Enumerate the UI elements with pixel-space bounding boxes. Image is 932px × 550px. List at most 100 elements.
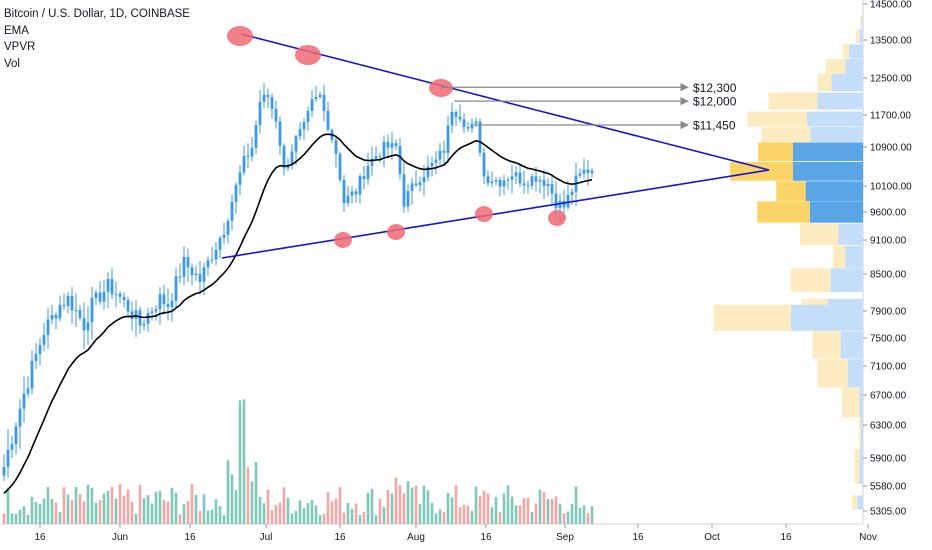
- price-tick-label: 9600.00: [870, 208, 907, 219]
- candle-body: [18, 408, 22, 427]
- candle-body: [518, 172, 522, 184]
- volume-bar: [18, 510, 22, 524]
- candle-body: [294, 136, 298, 152]
- candle-body: [254, 125, 258, 148]
- volume-bar: [370, 488, 374, 524]
- volume-bar: [534, 503, 538, 524]
- volume-bar: [78, 494, 82, 524]
- time-tick-label: 16: [780, 532, 792, 543]
- candle-body: [26, 388, 30, 394]
- candle-body: [258, 101, 262, 126]
- volume-bar: [166, 501, 170, 524]
- candle-body: [70, 295, 74, 311]
- candle-body: [334, 139, 338, 154]
- volume-bar: [98, 500, 102, 524]
- candle-body: [454, 112, 458, 117]
- volume-bar: [50, 499, 54, 524]
- candle-body: [414, 183, 418, 186]
- symbol-title[interactable]: Bitcoin / U.S. Dollar, 1D, COINBASE: [4, 8, 190, 20]
- volume-bar: [454, 485, 458, 524]
- candle-body: [406, 191, 410, 207]
- volume-bar: [118, 484, 122, 524]
- volume-bar: [538, 489, 542, 524]
- indicator-vpvr[interactable]: VPVR: [4, 41, 36, 53]
- volume-bar: [90, 487, 94, 524]
- time-tick-label: Jul: [260, 532, 273, 543]
- candle-body: [514, 172, 518, 177]
- volume-bar: [94, 502, 98, 524]
- vpvr-up-volume-bar: [805, 181, 863, 202]
- volume-bar: [498, 511, 502, 524]
- volume-bar: [510, 496, 514, 524]
- vpvr-up-volume-bar: [845, 59, 863, 75]
- candle-body: [302, 122, 306, 130]
- candle-body: [230, 201, 234, 221]
- volume-bar: [246, 467, 250, 524]
- vpvr-up-volume-bar: [857, 495, 863, 510]
- vpvr-up-volume-bar: [849, 44, 863, 59]
- volume-bar: [550, 499, 554, 524]
- volume-bar: [358, 514, 362, 524]
- volume-bar: [398, 485, 402, 524]
- volume-bar: [402, 493, 406, 524]
- vpvr-down-volume-bar: [842, 44, 849, 59]
- volume-bar: [30, 496, 34, 524]
- indicator-ema[interactable]: EMA: [4, 24, 29, 37]
- volume-bar: [590, 506, 594, 524]
- volume-bar: [570, 503, 574, 524]
- time-tick-label: 16: [334, 532, 346, 543]
- volume-bar: [478, 496, 482, 524]
- candle-body: [562, 200, 566, 208]
- candle-body: [442, 150, 446, 153]
- resistance-annotations: $12,300$12,000 $11,450: [441, 81, 737, 133]
- volume-bar: [466, 505, 470, 524]
- volume-bar: [210, 509, 214, 524]
- candle-body: [222, 234, 226, 238]
- volume-bar: [154, 491, 158, 524]
- volume-bar: [334, 498, 338, 524]
- volume-bar: [522, 498, 526, 524]
- price-tick-label: 10100.00: [870, 182, 912, 193]
- candle-body: [422, 176, 426, 183]
- volume-bar: [414, 485, 418, 524]
- volume-bar: [282, 487, 286, 524]
- volume-bar: [58, 512, 62, 524]
- price-tick-label: 7500.00: [870, 334, 907, 345]
- vpvr-down-volume-bar: [768, 92, 818, 110]
- volume-bar: [206, 510, 210, 524]
- volume-bar: [514, 505, 518, 524]
- candle-body: [398, 146, 402, 175]
- candle-body: [226, 220, 230, 235]
- volume-bar: [250, 481, 254, 524]
- volume-bar: [198, 511, 202, 524]
- vpvr-down-volume-bar: [758, 142, 793, 162]
- candle-body: [22, 393, 26, 409]
- candle-body: [54, 314, 58, 319]
- candle-body: [198, 273, 202, 282]
- indicator-vol[interactable]: Vol: [4, 57, 20, 70]
- volume-bar: [62, 487, 66, 524]
- candle-body: [90, 297, 94, 323]
- volume-bar: [110, 486, 114, 524]
- time-tick-label: Aug: [407, 532, 425, 543]
- volume-bar: [354, 503, 358, 524]
- vpvr-up-volume-bar: [859, 29, 863, 44]
- volume-bar: [586, 512, 590, 524]
- price-tick-label: 10900.00: [870, 143, 912, 154]
- ascending-trendline[interactable]: [221, 169, 770, 259]
- descending-trendline[interactable]: [240, 33, 770, 171]
- candle-body: [550, 183, 554, 194]
- volume-bar: [254, 461, 258, 524]
- price-tick-label: 14500.00: [870, 0, 912, 11]
- candle-body: [554, 193, 558, 209]
- swing-high-marker: [227, 26, 253, 46]
- volume-bar: [258, 496, 262, 524]
- volume-bar: [170, 487, 174, 524]
- volume-bar: [490, 507, 494, 524]
- volume-bar: [574, 486, 578, 524]
- candle-body: [62, 304, 66, 306]
- vpvr-down-volume-bar: [860, 15, 862, 29]
- candle-body: [586, 169, 590, 174]
- candle-body: [150, 311, 154, 313]
